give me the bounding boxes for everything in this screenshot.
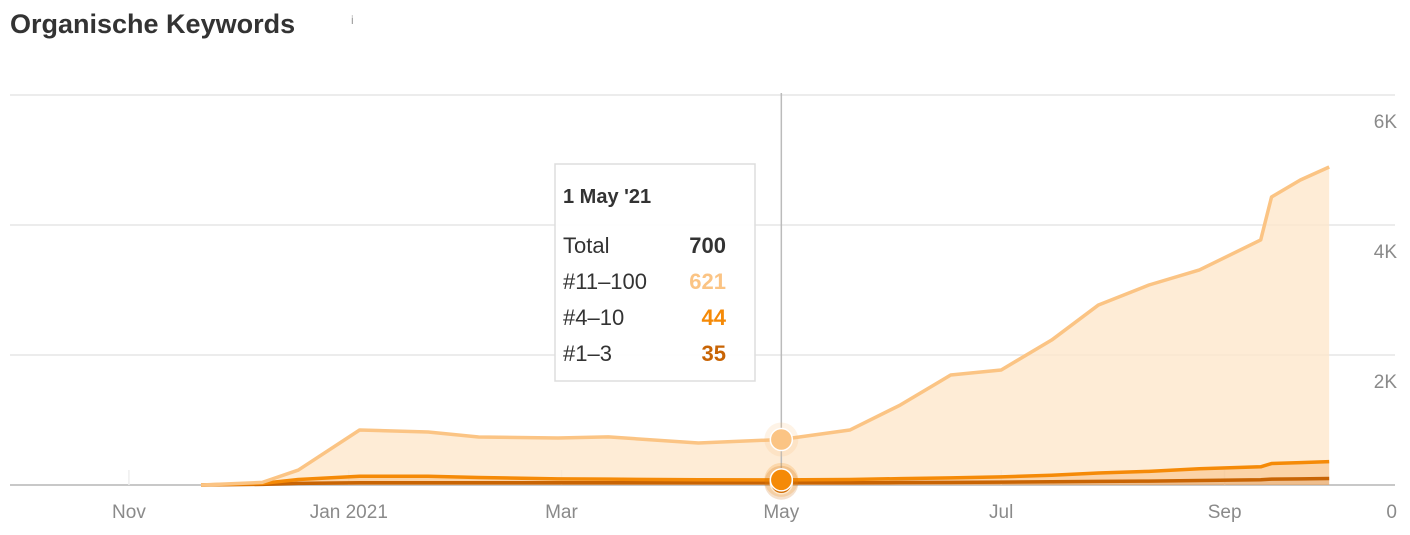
tooltip-value: 35 [702,341,726,366]
x-tick-label: Jul [989,502,1013,523]
tooltip-date: 1 May '21 [563,186,651,208]
y-tick-label: 0 [1386,502,1397,523]
series-line [200,459,1330,487]
series-line [200,165,1330,487]
y-tick-label: 4K [1374,242,1398,263]
tooltip-label: #11–100 [563,269,647,294]
tooltip-value: 700 [689,233,726,258]
x-tick-label: May [763,502,799,523]
series-line [201,476,1330,487]
tooltip-label: Total [563,233,609,258]
tooltip-label: #1–3 [563,341,612,366]
tooltip-box [554,163,756,382]
tooltip-value: 621 [689,269,726,294]
y-tick-label: 6K [1374,112,1398,133]
x-tick-label: Mar [545,502,578,523]
chart-title: Organische Keywords [10,9,295,39]
tooltip-label: #4–10 [563,305,624,330]
x-tick-label: Jan 2021 [310,502,388,523]
area [201,167,1330,485]
hover-dot [769,468,794,492]
hover-dot [769,427,794,452]
y-tick-label: 2K [1374,372,1398,393]
tooltip-value: 44 [702,305,727,330]
info-icon[interactable]: i [351,13,354,27]
x-tick-label: Sep [1208,502,1242,523]
x-tick-label: Nov [112,502,146,523]
